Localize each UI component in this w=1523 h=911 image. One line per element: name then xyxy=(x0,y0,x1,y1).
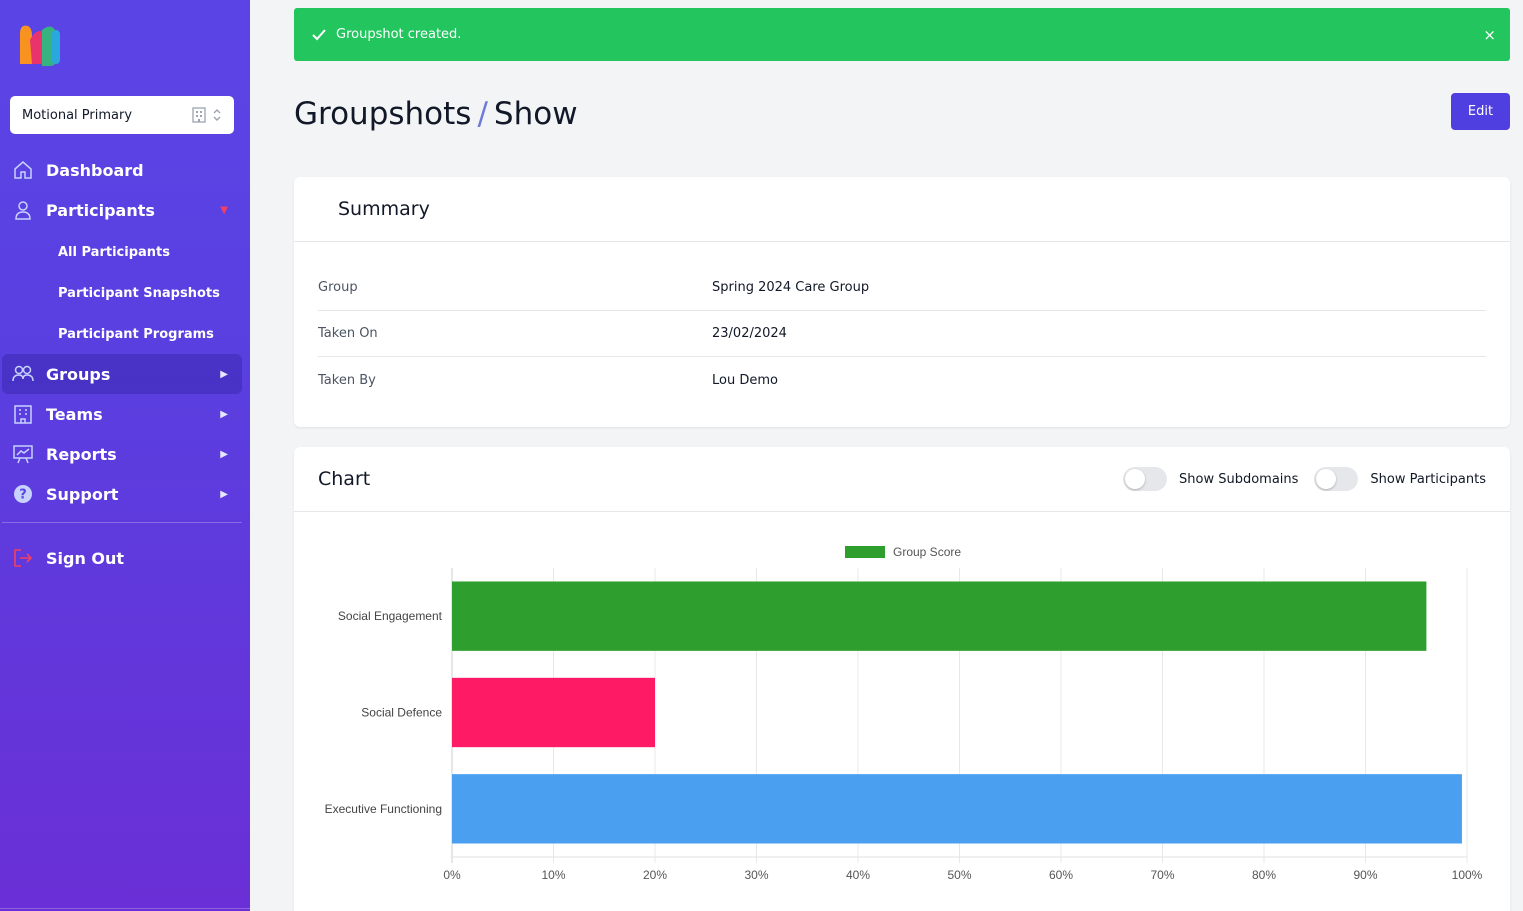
sidebar: Motional Primary Dashboard Participants … xyxy=(0,0,250,911)
toggle-switch[interactable] xyxy=(1314,467,1359,491)
success-flash: Groupshot created. × xyxy=(294,8,1510,61)
nav-groups-label: Groups xyxy=(46,364,111,384)
summary-value: 23/02/2024 xyxy=(712,326,787,341)
page-title: Groupshots / Show xyxy=(294,96,578,132)
caret-right-icon: ▶ xyxy=(220,408,228,420)
x-tick-label: 70% xyxy=(1150,868,1174,882)
summary-title: Summary xyxy=(294,177,1510,242)
breadcrumb-separator: / xyxy=(477,96,488,132)
bar xyxy=(452,774,1462,844)
svg-text:?: ? xyxy=(19,488,27,503)
caret-right-icon: ▶ xyxy=(220,368,228,380)
x-tick-label: 20% xyxy=(643,868,667,882)
edit-button[interactable]: Edit xyxy=(1451,93,1510,130)
caret-down-icon: ▼ xyxy=(220,204,228,216)
x-tick-label: 60% xyxy=(1049,868,1073,882)
nav-support[interactable]: ? Support ▶ xyxy=(2,474,242,514)
caret-right-icon: ▶ xyxy=(220,488,228,500)
nav-participant-snapshots[interactable]: Participant Snapshots xyxy=(58,286,220,301)
presentation-chart-icon xyxy=(12,443,34,465)
summary-label: Taken On xyxy=(318,326,378,341)
sign-out-icon xyxy=(12,547,34,569)
toggle-knob xyxy=(1316,469,1337,489)
toggle-subdomains-label: Show Subdomains xyxy=(1179,471,1299,487)
org-select[interactable]: Motional Primary xyxy=(10,96,234,134)
x-tick-label: 100% xyxy=(1452,868,1483,882)
breadcrumb-groupshots[interactable]: Groupshots xyxy=(294,96,472,132)
nav-reports-label: Reports xyxy=(46,444,117,464)
toggle-knob xyxy=(1125,469,1145,489)
summary-label: Group xyxy=(318,280,358,295)
x-tick-label: 10% xyxy=(541,868,565,882)
summary-row: Group Spring 2024 Care Group xyxy=(318,265,1486,311)
org-name: Motional Primary xyxy=(22,107,133,123)
nav-dashboard[interactable]: Dashboard xyxy=(2,150,242,190)
chart-card: Chart Show Subdomains Show Participants … xyxy=(294,447,1510,911)
bar xyxy=(452,581,1427,651)
summary-value: Spring 2024 Care Group xyxy=(712,280,870,295)
x-tick-label: 80% xyxy=(1252,868,1276,882)
legend-label: Group Score xyxy=(893,545,961,559)
bar-chart: 0% 10% 20% 30% 40% 50% 60% 70% 80% 90% 100% Group S… xyxy=(325,545,1483,882)
nav-teams-label: Teams xyxy=(46,404,103,424)
x-tick-label: 50% xyxy=(947,868,971,882)
summary-label: Taken By xyxy=(318,372,376,388)
toggle-participants[interactable]: Show Participants xyxy=(1314,467,1486,491)
chart-title: Chart xyxy=(294,447,1510,512)
category-label: Social Defence xyxy=(361,706,442,720)
nav-sign-out[interactable]: Sign Out xyxy=(2,538,242,578)
nav-support-label: Support xyxy=(46,484,119,504)
user-icon xyxy=(12,199,34,221)
toggle-participants-label: Show Participants xyxy=(1370,471,1486,487)
nav-participant-programs[interactable]: Participant Programs xyxy=(58,327,214,342)
legend-swatch xyxy=(845,546,885,558)
category-label: Executive Functioning xyxy=(325,802,442,816)
category-label: Social Engagement xyxy=(338,609,443,623)
close-icon[interactable]: × xyxy=(1483,26,1496,44)
nav-participants[interactable]: Participants ▼ xyxy=(2,190,242,230)
summary-value: Lou Demo xyxy=(712,372,778,388)
summary-row: Taken By Lou Demo xyxy=(318,357,1486,403)
nav-dashboard-label: Dashboard xyxy=(46,160,144,180)
home-icon xyxy=(12,159,34,181)
question-circle-icon: ? xyxy=(12,483,34,505)
building-icon xyxy=(192,107,206,123)
nav-participants-label: Participants xyxy=(46,200,155,220)
app-logo[interactable] xyxy=(16,20,64,68)
x-tick-label: 40% xyxy=(846,868,870,882)
nav-all-participants[interactable]: All Participants xyxy=(58,245,170,260)
sidebar-bottom-divider xyxy=(0,908,250,909)
check-icon xyxy=(310,26,328,44)
chart-toggles: Show Subdomains Show Participants xyxy=(1123,467,1486,491)
bar xyxy=(452,677,655,748)
x-tick-label: 0% xyxy=(443,868,461,882)
summary-card: Summary Group Spring 2024 Care Group Tak… xyxy=(294,177,1510,427)
users-icon xyxy=(12,363,34,385)
caret-right-icon: ▶ xyxy=(220,448,228,460)
sidebar-divider xyxy=(2,522,242,523)
nav-reports[interactable]: Reports ▶ xyxy=(2,434,242,474)
toggle-switch[interactable] xyxy=(1123,467,1167,491)
x-tick-label: 30% xyxy=(744,868,768,882)
nav-groups[interactable]: Groups ▶ xyxy=(2,354,242,394)
toggle-subdomains[interactable]: Show Subdomains xyxy=(1123,467,1298,491)
nav-sign-out-label: Sign Out xyxy=(46,548,125,568)
office-building-icon xyxy=(12,403,34,425)
x-tick-label: 90% xyxy=(1353,868,1377,882)
chevron-up-down-icon xyxy=(213,109,221,121)
flash-message: Groupshot created. xyxy=(336,27,462,42)
breadcrumb-show: Show xyxy=(493,96,578,132)
nav-teams[interactable]: Teams ▶ xyxy=(2,394,242,434)
summary-row: Taken On 23/02/2024 xyxy=(318,311,1486,357)
